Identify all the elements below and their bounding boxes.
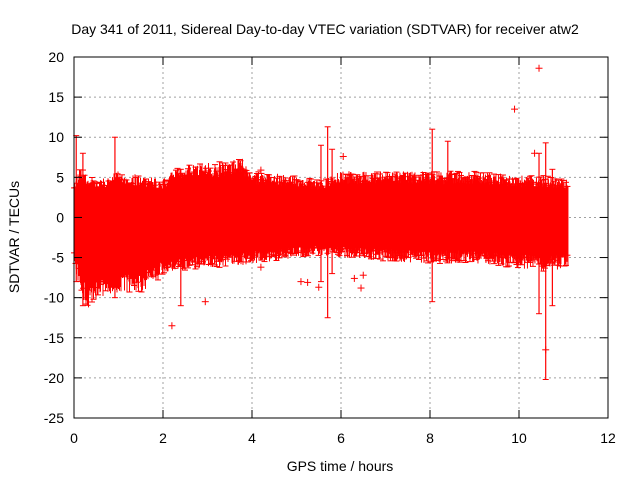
data-point <box>339 152 347 160</box>
y-tick-label: 10 <box>48 129 64 145</box>
y-tick-label: -5 <box>52 250 65 266</box>
data-point <box>315 283 323 291</box>
x-tick-label: 0 <box>70 430 78 446</box>
chart-title: Day 341 of 2011, Sidereal Day-to-day VTE… <box>71 21 579 37</box>
data-point <box>304 278 312 286</box>
tick-labels: 0 2 4 6 8 10 12 -25 -20 -15 -10 -5 0 5 10 15 20 <box>44 49 616 446</box>
x-tick-label: 10 <box>511 430 527 446</box>
y-tick-label: -10 <box>44 290 64 306</box>
y-tick-label: -15 <box>44 330 64 346</box>
data-point <box>359 271 367 279</box>
y-tick-label: 0 <box>56 209 64 225</box>
y-axis-label: SDTVAR / TECUs <box>6 181 22 293</box>
y-tick-label: 5 <box>56 169 64 185</box>
data-point <box>297 278 305 286</box>
y-tick-label: 20 <box>48 49 64 65</box>
data-point <box>511 105 519 113</box>
x-tick-label: 4 <box>248 430 256 446</box>
data-point <box>542 346 550 354</box>
axis-ticks <box>73 56 609 419</box>
data-point <box>535 64 543 72</box>
data-point <box>350 274 358 282</box>
data-point <box>257 166 265 174</box>
x-tick-label: 6 <box>337 430 345 446</box>
y-tick-label: -25 <box>44 410 64 426</box>
data-point <box>201 298 209 306</box>
data-series <box>71 64 571 380</box>
y-tick-label: 15 <box>48 89 64 105</box>
data-point <box>357 284 365 292</box>
x-tick-label: 8 <box>426 430 434 446</box>
data-point <box>257 263 265 271</box>
data-point <box>531 149 539 157</box>
x-axis-label: GPS time / hours <box>287 458 394 474</box>
y-tick-label: -20 <box>44 370 64 386</box>
data-point <box>168 322 176 330</box>
x-tick-label: 12 <box>600 430 616 446</box>
x-tick-label: 2 <box>159 430 167 446</box>
